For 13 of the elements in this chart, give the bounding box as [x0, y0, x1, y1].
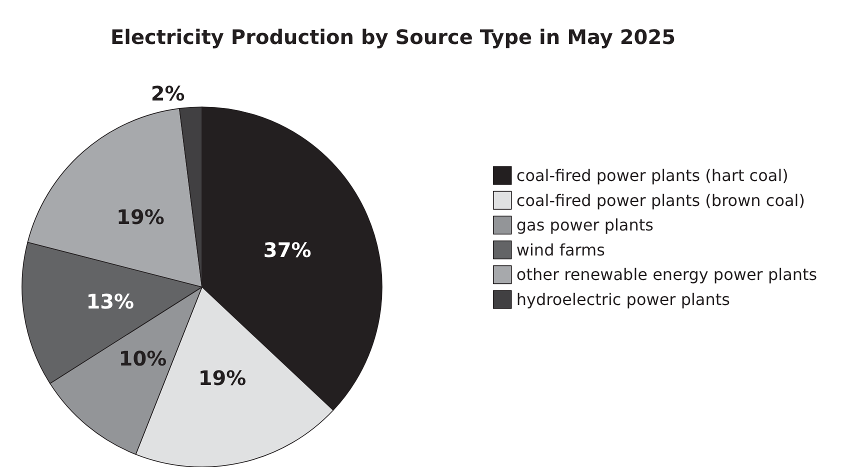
data-label: 37%: [263, 238, 312, 262]
legend-label: coal-fired power plants (brown coal): [516, 190, 805, 210]
legend-label: gas power plants: [516, 216, 654, 235]
data-label: 10%: [118, 346, 167, 371]
legend-label: wind farms: [516, 240, 605, 260]
legend-label: hydroelectric power plants: [516, 290, 730, 309]
legend-label: coal-fired power plants (hart coal): [516, 166, 788, 185]
data-label: 13%: [86, 290, 134, 314]
data-label: 19%: [116, 205, 164, 230]
data-label: 2%: [150, 81, 185, 106]
legend-label: other renewable energy power plants: [516, 265, 818, 284]
chart-title: Electricity Production by Source Type in May 2025: [110, 25, 676, 49]
data-label: 19%: [198, 366, 246, 390]
